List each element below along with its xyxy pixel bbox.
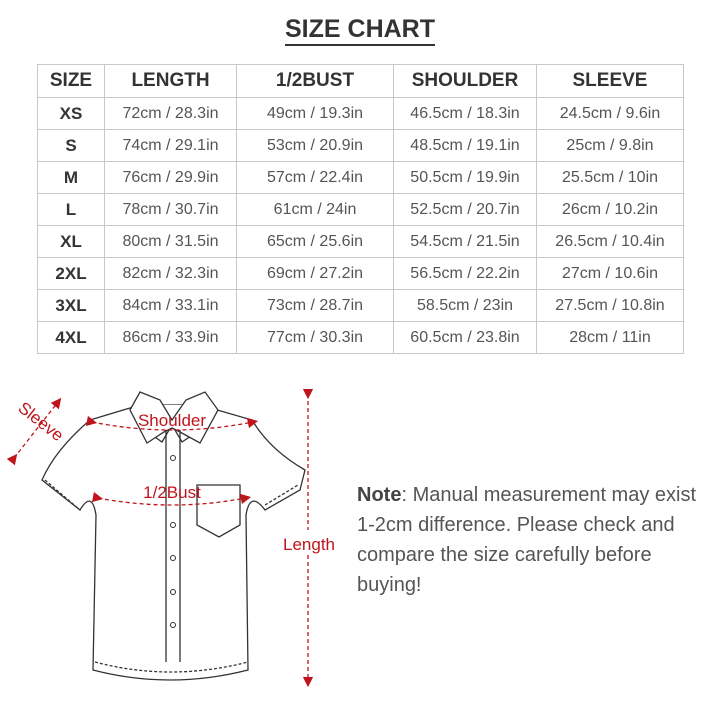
size-cell: 3XL xyxy=(37,289,105,322)
size-table: SIZE LENGTH 1/2BUST SHOULDER SLEEVE XS 72cm /… xyxy=(37,64,684,354)
measurement-cell: 58.5cm / 23in xyxy=(393,289,537,322)
table-row: M 76cm / 29.9in 57cm / 22.4in 50.5cm / 19.9… xyxy=(37,161,684,194)
measurement-cell: 76cm / 29.9in xyxy=(104,161,237,194)
measurement-cell: 82cm / 32.3in xyxy=(104,257,237,290)
bust-arrow xyxy=(91,491,252,506)
measurement-cell: 25.5cm / 10in xyxy=(536,161,684,194)
measurement-cell: 69cm / 27.2in xyxy=(236,257,394,290)
measurement-cell: 61cm / 24in xyxy=(236,193,394,226)
measurement-cell: 28cm / 11in xyxy=(536,321,684,354)
shoulder-label: Shoulder xyxy=(138,411,206,430)
table-header-row: SIZE LENGTH 1/2BUST SHOULDER SLEEVE xyxy=(37,64,684,98)
measurement-cell: 26.5cm / 10.4in xyxy=(536,225,684,258)
column-header: SIZE xyxy=(37,64,105,98)
measurement-cell: 74cm / 29.1in xyxy=(104,129,237,162)
measurement-note: Note: Manual measurement may exist 1-2cm… xyxy=(357,480,697,600)
table-row: L 78cm / 30.7in 61cm / 24in 52.5cm / 20.7in… xyxy=(37,193,684,226)
measurement-cell: 49cm / 19.3in xyxy=(236,97,394,130)
size-cell: 2XL xyxy=(37,257,105,290)
measurement-cell: 78cm / 30.7in xyxy=(104,193,237,226)
size-cell: 4XL xyxy=(37,321,105,354)
measurement-cell: 80cm / 31.5in xyxy=(104,225,237,258)
column-header: LENGTH xyxy=(104,64,237,98)
bust-label: 1/2Bust xyxy=(143,483,201,502)
measurement-cell: 27.5cm / 10.8in xyxy=(536,289,684,322)
sleeve-label: Sleeve xyxy=(15,398,68,445)
column-header: SLEEVE xyxy=(536,64,684,98)
size-cell: S xyxy=(37,129,105,162)
measurement-cell: 50.5cm / 19.9in xyxy=(393,161,537,194)
measurement-cell: 60.5cm / 23.8in xyxy=(393,321,537,354)
measurement-cell: 72cm / 28.3in xyxy=(104,97,237,130)
measurement-cell: 24.5cm / 9.6in xyxy=(536,97,684,130)
size-cell: M xyxy=(37,161,105,194)
shirt-diagram: Shoulder 1/2Bust Sleeve Length xyxy=(6,388,337,688)
shoulder-arrow xyxy=(85,415,259,431)
note-text: : Manual measurement may exist 1-2cm dif… xyxy=(357,484,697,596)
page-title: SIZE CHART xyxy=(0,15,720,46)
shirt-buttons xyxy=(170,455,176,628)
column-header: 1/2BUST xyxy=(236,64,394,98)
measurement-cell: 86cm / 33.9in xyxy=(104,321,237,354)
measurement-cell: 48.5cm / 19.1in xyxy=(393,129,537,162)
measurement-cell: 54.5cm / 21.5in xyxy=(393,225,537,258)
measurement-cell: 57cm / 22.4in xyxy=(236,161,394,194)
table-row: 2XL 82cm / 32.3in 69cm / 27.2in 56.5cm / 22… xyxy=(37,257,684,290)
size-cell: L xyxy=(37,193,105,226)
sleeve-arrow xyxy=(6,397,62,466)
measurement-cell: 25cm / 9.8in xyxy=(536,129,684,162)
length-label: Length xyxy=(283,535,335,554)
measurement-cell: 27cm / 10.6in xyxy=(536,257,684,290)
measurement-cell: 53cm / 20.9in xyxy=(236,129,394,162)
column-header: SHOULDER xyxy=(393,64,537,98)
measurement-cell: 26cm / 10.2in xyxy=(536,193,684,226)
measurement-cell: 84cm / 33.1in xyxy=(104,289,237,322)
measurement-cell: 46.5cm / 18.3in xyxy=(393,97,537,130)
table-row: 3XL 84cm / 33.1in 73cm / 28.7in 58.5cm / 23… xyxy=(37,289,684,322)
note-label: Note xyxy=(357,484,402,506)
measurement-cell: 77cm / 30.3in xyxy=(236,321,394,354)
measurement-cell: 73cm / 28.7in xyxy=(236,289,394,322)
size-cell: XL xyxy=(37,225,105,258)
table-row: XL 80cm / 31.5in 65cm / 25.6in 54.5cm / 21.… xyxy=(37,225,684,258)
size-cell: XS xyxy=(37,97,105,130)
measurement-cell: 52.5cm / 20.7in xyxy=(393,193,537,226)
measurement-cell: 56.5cm / 22.2in xyxy=(393,257,537,290)
shirt-illustration xyxy=(41,391,306,681)
measurement-cell: 65cm / 25.6in xyxy=(236,225,394,258)
table-row: 4XL 86cm / 33.9in 77cm / 30.3in 60.5cm / 23… xyxy=(37,321,684,354)
table-row: XS 72cm / 28.3in 49cm / 19.3in 46.5cm / 18.… xyxy=(37,97,684,130)
table-row: S 74cm / 29.1in 53cm / 20.9in 48.5cm / 19.1… xyxy=(37,129,684,162)
